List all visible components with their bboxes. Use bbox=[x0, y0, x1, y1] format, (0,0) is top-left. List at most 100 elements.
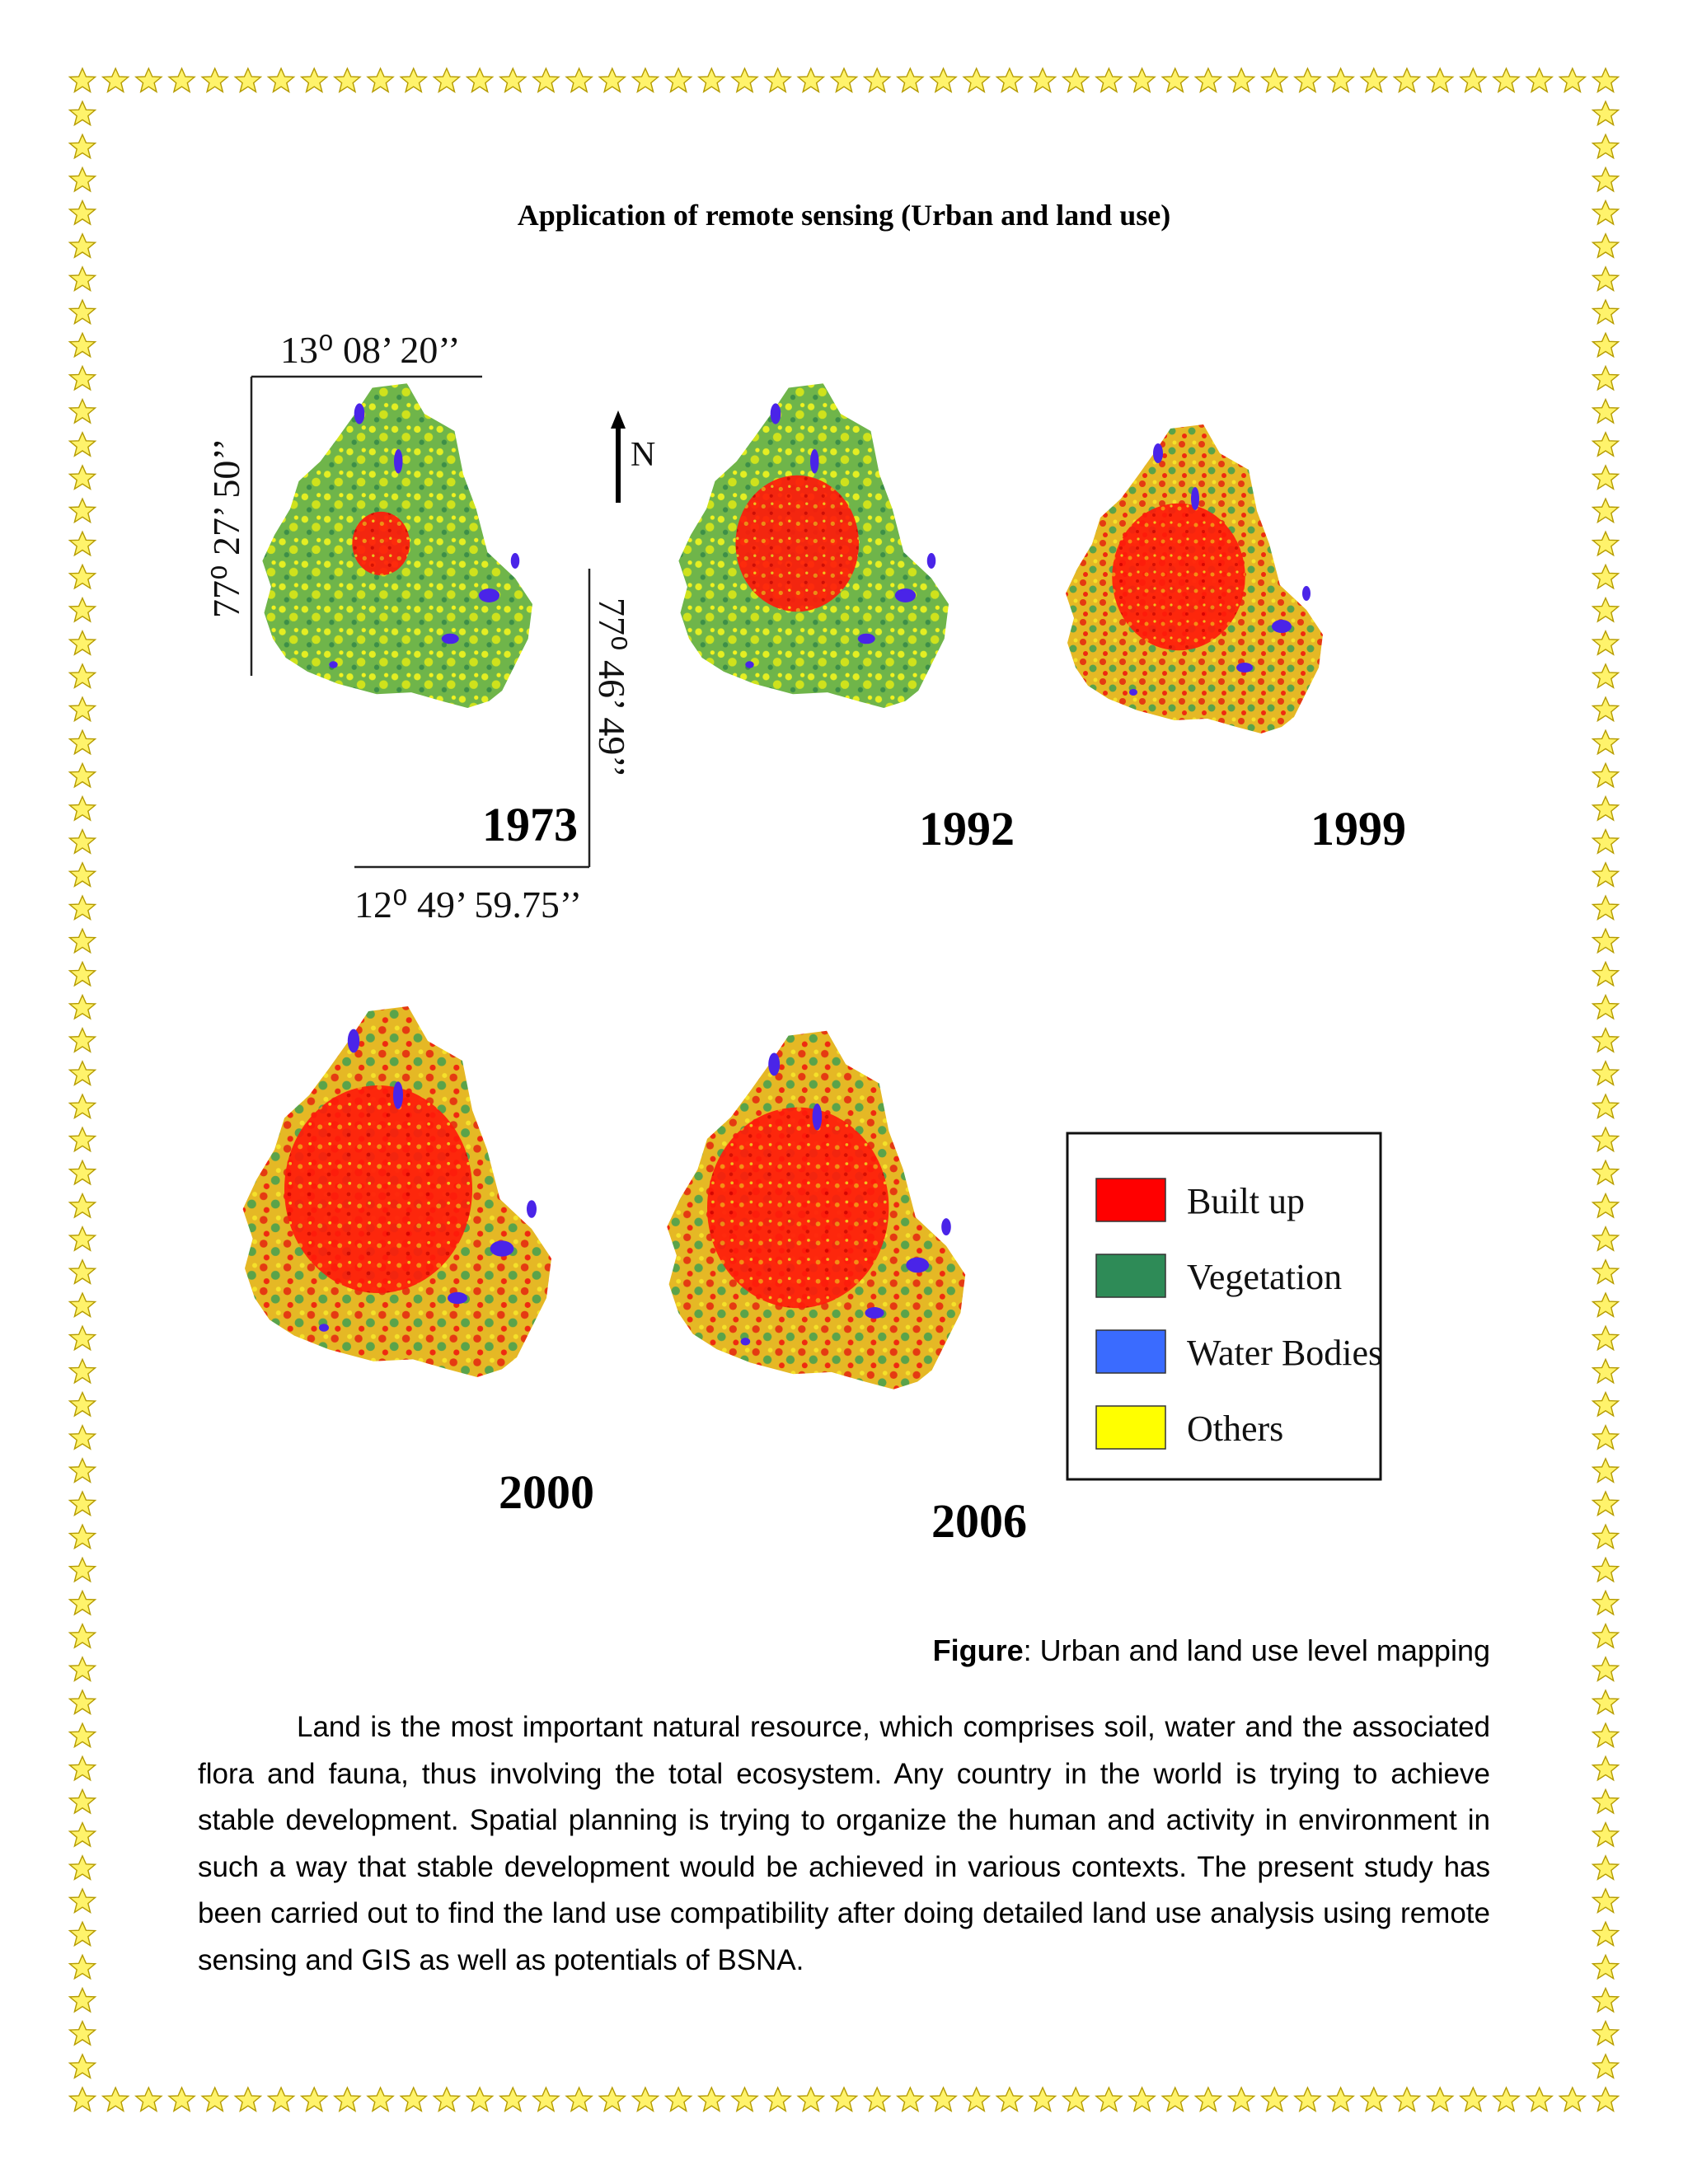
border-star-icon bbox=[433, 68, 461, 93]
water-body bbox=[448, 1291, 467, 1305]
border-star-icon bbox=[1592, 1292, 1620, 1318]
border-star-icon bbox=[1592, 1524, 1620, 1549]
body-paragraph: Land is the most important natural resou… bbox=[198, 1711, 1490, 1976]
border-star-icon bbox=[797, 68, 825, 93]
coord-left: 77⁰ 27’ 50’’ bbox=[205, 438, 247, 618]
border-star-icon bbox=[1592, 68, 1620, 93]
border-star-icon bbox=[68, 1755, 96, 1781]
border-star-icon bbox=[1592, 1855, 1620, 1880]
border-star-icon bbox=[466, 2087, 494, 2112]
border-star-icon bbox=[1592, 1690, 1620, 1715]
border-star-icon bbox=[1592, 398, 1620, 424]
border-star-icon bbox=[1592, 1160, 1620, 1185]
border-star-icon bbox=[1592, 101, 1620, 126]
border-star-icon bbox=[1360, 2087, 1387, 2112]
border-star-icon bbox=[1592, 994, 1620, 1019]
border-star-icon bbox=[334, 68, 361, 93]
border-star-icon bbox=[301, 68, 328, 93]
land-use-map-2006 bbox=[667, 1030, 966, 1390]
water-body bbox=[865, 1307, 884, 1319]
border-star-icon bbox=[1592, 862, 1620, 888]
border-star-icon bbox=[68, 1590, 96, 1615]
border-star-icon bbox=[963, 68, 990, 93]
north-label: N bbox=[631, 436, 655, 474]
built-up-area bbox=[284, 1085, 472, 1293]
border-star-icon bbox=[1592, 762, 1620, 788]
border-star-icon bbox=[68, 1094, 96, 1119]
border-star-icon bbox=[863, 2087, 891, 2112]
border-star-icon bbox=[68, 1160, 96, 1185]
border-star-icon bbox=[367, 2087, 394, 2112]
border-star-icon bbox=[1029, 2087, 1057, 2112]
water-body bbox=[810, 449, 819, 474]
border-star-icon bbox=[168, 68, 195, 93]
border-star-icon bbox=[1095, 2087, 1123, 2112]
border-star-icon bbox=[68, 630, 96, 655]
border-star-icon bbox=[334, 2087, 361, 2112]
water-body bbox=[510, 553, 520, 569]
border-star-icon bbox=[797, 2087, 825, 2112]
border-star-icon bbox=[68, 1821, 96, 1847]
legend-label: Built up bbox=[1187, 1181, 1305, 1221]
legend-label: Others bbox=[1187, 1408, 1283, 1449]
border-star-icon bbox=[68, 1391, 96, 1417]
border-star-icon bbox=[1592, 795, 1620, 821]
border-star-icon bbox=[598, 68, 626, 93]
border-star-icon bbox=[1095, 68, 1123, 93]
water-body bbox=[941, 1218, 951, 1236]
map-year-label: 1992 bbox=[919, 802, 1015, 855]
border-star-icon bbox=[1526, 68, 1553, 93]
border-star-icon bbox=[68, 166, 96, 192]
page-title: Application of remote sensing (Urban and… bbox=[517, 199, 1171, 232]
border-star-icon bbox=[68, 961, 96, 987]
water-body bbox=[478, 588, 500, 602]
figure-caption: Figure: Urban and land use level mapping bbox=[933, 1633, 1490, 1668]
border-star-icon bbox=[267, 68, 295, 93]
coordinate-frame bbox=[250, 375, 591, 869]
border-star-icon bbox=[1592, 465, 1620, 490]
water-body bbox=[393, 1081, 403, 1109]
border-star-icon bbox=[863, 68, 891, 93]
border-star-icon bbox=[101, 2087, 129, 2112]
border-star-icon bbox=[1592, 2087, 1620, 2112]
border-star-icon bbox=[68, 432, 96, 457]
border-star-icon bbox=[68, 531, 96, 556]
border-star-icon bbox=[68, 1061, 96, 1086]
border-star-icon bbox=[1592, 1888, 1620, 1914]
caption-bold: Figure bbox=[932, 1633, 1024, 1667]
border-star-icon bbox=[1194, 68, 1222, 93]
border-star-icon bbox=[1592, 2020, 1620, 2046]
water-body bbox=[926, 553, 936, 569]
border-star-icon bbox=[1592, 961, 1620, 987]
border-star-icon bbox=[1294, 68, 1321, 93]
border-star-icon bbox=[1592, 1954, 1620, 1980]
border-star-icon bbox=[68, 1624, 96, 1648]
legend-label: Vegetation bbox=[1187, 1257, 1342, 1297]
border-star-icon bbox=[68, 299, 96, 325]
border-star-icon bbox=[1592, 1358, 1620, 1384]
border-star-icon bbox=[68, 1888, 96, 1914]
border-star-icon bbox=[764, 68, 791, 93]
border-star-icon bbox=[1460, 2087, 1487, 2112]
water-body bbox=[740, 1338, 751, 1346]
border-star-icon bbox=[698, 68, 725, 93]
north-arrow: N bbox=[611, 410, 655, 503]
border-star-icon bbox=[1592, 1755, 1620, 1781]
border-star-icon bbox=[1360, 68, 1387, 93]
built-up-area bbox=[735, 475, 860, 612]
legend-swatch bbox=[1095, 1178, 1166, 1222]
border-star-icon bbox=[168, 2087, 195, 2112]
border-star-icon bbox=[1592, 663, 1620, 689]
border-star-icon bbox=[433, 2087, 461, 2112]
border-star-icon bbox=[68, 1657, 96, 1681]
border-star-icon bbox=[1128, 2087, 1156, 2112]
border-star-icon bbox=[68, 266, 96, 292]
border-star-icon bbox=[1592, 597, 1620, 622]
border-star-icon bbox=[1592, 1590, 1620, 1615]
border-star-icon bbox=[1592, 1425, 1620, 1450]
border-star-icon bbox=[565, 68, 593, 93]
border-star-icon bbox=[201, 68, 228, 93]
border-star-icon bbox=[1592, 1325, 1620, 1351]
map-year-label: 1999 bbox=[1311, 802, 1406, 855]
land-use-map-1973 bbox=[262, 383, 532, 708]
